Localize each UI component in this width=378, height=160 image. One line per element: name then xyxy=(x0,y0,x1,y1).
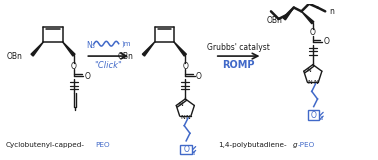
FancyBboxPatch shape xyxy=(180,145,192,154)
Text: OBn: OBn xyxy=(7,52,23,61)
Text: N₃: N₃ xyxy=(86,41,95,50)
Text: 3: 3 xyxy=(319,116,323,121)
Text: O: O xyxy=(182,62,188,71)
Text: OBn: OBn xyxy=(267,16,283,25)
Text: )m: )m xyxy=(122,40,131,47)
Text: O: O xyxy=(71,62,77,71)
Text: 3: 3 xyxy=(192,151,195,156)
Polygon shape xyxy=(62,42,75,56)
Text: O: O xyxy=(310,28,316,37)
Polygon shape xyxy=(174,42,186,56)
Text: O: O xyxy=(84,72,90,81)
Text: ROMP: ROMP xyxy=(222,60,255,70)
Polygon shape xyxy=(283,8,294,20)
Text: Grubbs' catalyst: Grubbs' catalyst xyxy=(207,43,270,52)
Text: Cyclobutenyl-capped-: Cyclobutenyl-capped- xyxy=(6,142,85,148)
Text: N: N xyxy=(179,102,183,107)
Text: N: N xyxy=(180,115,185,120)
Text: O: O xyxy=(183,145,189,154)
Polygon shape xyxy=(31,42,43,56)
Polygon shape xyxy=(301,11,314,24)
Text: "Click": "Click" xyxy=(94,61,122,70)
Text: N: N xyxy=(308,80,313,85)
Polygon shape xyxy=(143,42,155,56)
Text: 1,4-polybutadiene-: 1,4-polybutadiene- xyxy=(218,142,287,148)
Text: N: N xyxy=(313,80,318,85)
Text: PEO: PEO xyxy=(95,142,110,148)
Text: N: N xyxy=(186,115,191,120)
Text: O: O xyxy=(311,111,317,120)
Text: -PEO: -PEO xyxy=(297,142,315,148)
FancyBboxPatch shape xyxy=(308,110,319,120)
Text: N: N xyxy=(306,68,311,73)
Text: g: g xyxy=(293,142,297,148)
Text: O: O xyxy=(196,72,201,81)
Text: OBn: OBn xyxy=(118,52,134,61)
Text: n: n xyxy=(329,7,334,16)
Text: O: O xyxy=(323,37,329,46)
